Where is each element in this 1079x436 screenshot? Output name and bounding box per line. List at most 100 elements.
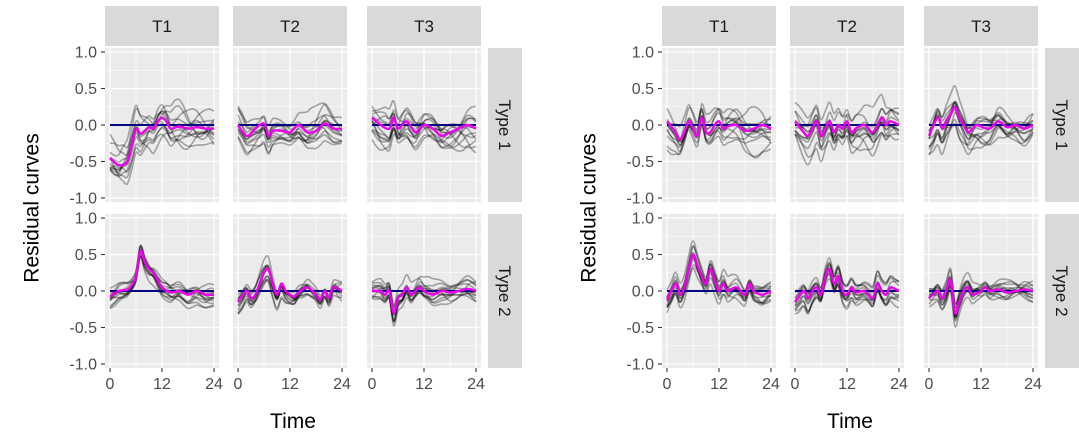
- panel-type-2-t1: [105, 214, 219, 368]
- residual-curve: [237, 103, 343, 142]
- column-strip-T1: [662, 6, 776, 46]
- residual-curve: [666, 103, 772, 143]
- residual-curve: [794, 119, 900, 166]
- residual-curve: [109, 108, 215, 156]
- residual-curve: [371, 290, 477, 327]
- residual-curve: [109, 125, 215, 178]
- mean-curve: [666, 116, 772, 141]
- panel-curves: [237, 255, 343, 315]
- residual-curve: [666, 112, 772, 146]
- residual-curve: [109, 250, 215, 301]
- residual-curve: [666, 267, 772, 307]
- x-tick-label: 12: [838, 376, 856, 393]
- column-strip-label: T1: [709, 17, 729, 36]
- y-tick-label: 0.5: [632, 247, 654, 264]
- residual-curve: [666, 122, 772, 148]
- x-tick-label: 0: [234, 376, 243, 393]
- residual-curve: [109, 255, 215, 305]
- panel-type-1-t1: [105, 48, 219, 202]
- residual-curve: [237, 120, 343, 143]
- residual-curve: [928, 85, 1034, 132]
- x-tick-label: 24: [762, 376, 780, 393]
- x-tick-label: 0: [663, 376, 672, 393]
- y-tick-label: -0.5: [69, 320, 97, 337]
- residual-curve: [928, 100, 1034, 143]
- residual-curve: [794, 257, 900, 300]
- y-tick-label: -1.0: [626, 191, 654, 208]
- residual-curve: [666, 114, 772, 153]
- residual-curve: [928, 101, 1034, 130]
- residual-curve: [237, 126, 343, 150]
- residual-curve: [666, 264, 772, 309]
- row-strip-1: [1045, 214, 1079, 368]
- residual-curve: [928, 267, 1034, 305]
- residual-curve: [666, 251, 772, 303]
- panel-curves: [371, 273, 477, 327]
- residual-curve: [928, 271, 1034, 309]
- residual-curve: [109, 244, 215, 305]
- residual-curve: [928, 115, 1034, 156]
- residual-curve: [371, 124, 477, 151]
- row-strip-0: [1045, 48, 1079, 202]
- residual-curve: [371, 125, 477, 149]
- x-tick-label: 0: [106, 376, 115, 393]
- residual-curve: [109, 255, 215, 309]
- y-tick-label: 0.0: [632, 118, 654, 135]
- column-strip-label: T3: [414, 17, 434, 36]
- residual-curve: [371, 275, 477, 313]
- residual-curve: [928, 101, 1034, 140]
- panel-curves: [665, 240, 772, 314]
- mean-curve: [109, 116, 215, 167]
- residual-curve: [237, 120, 343, 155]
- x-tick-label: 12: [972, 376, 990, 393]
- x-tick-label: 12: [153, 376, 171, 393]
- row-strip-1: [488, 214, 522, 368]
- mean-curve: [665, 253, 772, 301]
- residual-curve: [371, 273, 477, 307]
- residual-curve: [666, 123, 772, 147]
- residual-curve: [794, 269, 900, 298]
- x-axis-title: Time: [827, 410, 873, 433]
- x-tick-label: 12: [710, 376, 728, 393]
- residual-curve: [109, 103, 215, 173]
- chart-2: Residual curves Time T1 T2 T3 Type 1 -1.0 -0.5 0…: [578, 6, 1079, 433]
- column-strip-T3: [367, 6, 481, 46]
- mean-curve: [237, 267, 343, 303]
- column-strip-label: T3: [971, 17, 991, 36]
- y-tick-label: -0.5: [626, 154, 654, 171]
- y-tick-label: -0.5: [69, 154, 97, 171]
- row-strip-label: Type 2: [1052, 265, 1071, 316]
- residual-curve: [109, 104, 215, 157]
- row-strip-label: Type 1: [495, 99, 514, 150]
- panel-curves: [928, 267, 1034, 328]
- column-strip-T1: [105, 6, 219, 46]
- panel-type-1-t2: [790, 48, 904, 202]
- y-tick-label: 1.0: [75, 211, 97, 228]
- y-axis-title: Residual curves: [21, 133, 44, 282]
- chart-1: Residual curves Time T1 T2 T3 Type 1 -1.0 -0.5 0…: [21, 6, 522, 433]
- column-strip-label: T1: [152, 17, 172, 36]
- row-strip-label: Type 1: [1052, 99, 1071, 150]
- residual-curve: [928, 281, 1034, 322]
- residual-curve: [371, 112, 477, 148]
- y-tick-label: -1.0: [69, 357, 97, 374]
- y-tick-label: 0.0: [75, 284, 97, 301]
- mean-curve: [794, 267, 900, 303]
- residual-curve: [371, 281, 477, 310]
- panel-curves: [109, 98, 215, 186]
- residual-curve: [237, 264, 343, 311]
- y-tick-label: 1.0: [632, 45, 654, 62]
- x-tick-label: 0: [925, 376, 934, 393]
- y-tick-label: 0.0: [632, 284, 654, 301]
- y-axis-title: Residual curves: [578, 133, 601, 282]
- residual-curve: [109, 110, 215, 163]
- panel-type-2-t2: [790, 214, 904, 368]
- column-strip-T2: [790, 6, 904, 46]
- residual-curve: [109, 119, 215, 186]
- y-tick-label: -1.0: [626, 357, 654, 374]
- y-tick-label: 0.0: [75, 118, 97, 135]
- residual-curve: [794, 119, 900, 163]
- panel-curves: [109, 244, 215, 310]
- residual-curve: [928, 111, 1034, 156]
- residual-curve: [237, 268, 343, 315]
